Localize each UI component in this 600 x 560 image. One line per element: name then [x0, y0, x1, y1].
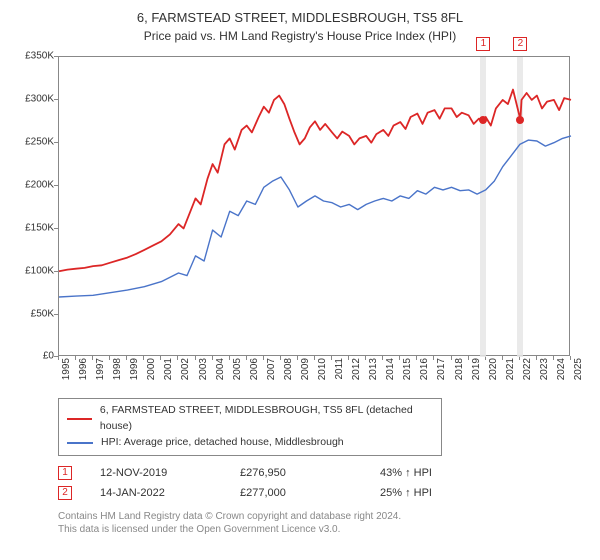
x-tick-label: 2016: [419, 358, 430, 380]
y-tick-label: £0: [14, 351, 54, 362]
marker-badge: 2: [513, 37, 527, 51]
x-tick-label: 2002: [180, 358, 191, 380]
x-tick-label: 1995: [61, 358, 72, 380]
x-tick-label: 1998: [112, 358, 123, 380]
x-tick-label: 2005: [232, 358, 243, 380]
x-tick-label: 1997: [95, 358, 106, 380]
legend-item: HPI: Average price, detached house, Midd…: [67, 435, 433, 451]
x-tick-label: 2006: [249, 358, 260, 380]
marker-badge: 1: [58, 466, 72, 480]
marker-badge: 1: [476, 37, 490, 51]
footer-line: This data is licensed under the Open Gov…: [58, 523, 586, 536]
sale-price: £276,950: [240, 467, 380, 479]
x-tick-label: 2020: [488, 358, 499, 380]
sale-point: [479, 116, 487, 124]
y-tick-label: £300K: [14, 94, 54, 105]
table-row: 1 12-NOV-2019 £276,950 43% ↑ HPI: [58, 466, 586, 480]
y-tick-label: £50K: [14, 308, 54, 319]
x-tick-label: 2014: [385, 358, 396, 380]
x-tick-label: 1996: [78, 358, 89, 380]
x-tick-label: 2003: [198, 358, 209, 380]
sale-price: £277,000: [240, 487, 380, 499]
x-tick-label: 2011: [334, 358, 345, 380]
sale-date: 14-JAN-2022: [100, 487, 240, 499]
page-subtitle: Price paid vs. HM Land Registry's House …: [14, 29, 586, 45]
y-tick-label: £350K: [14, 51, 54, 62]
x-tick-label: 2009: [300, 358, 311, 380]
x-tick-label: 2017: [436, 358, 447, 380]
x-tick-label: 2001: [163, 358, 174, 380]
x-tick-label: 2023: [539, 358, 550, 380]
x-tick-label: 2013: [368, 358, 379, 380]
legend-label: 6, FARMSTEAD STREET, MIDDLESBROUGH, TS5 …: [100, 403, 433, 435]
footer-attribution: Contains HM Land Registry data © Crown c…: [58, 510, 586, 536]
x-tick-label: 2000: [146, 358, 157, 380]
x-tick-label: 2021: [505, 358, 516, 380]
plot-area: 12: [58, 56, 570, 356]
x-tick-label: 2025: [573, 358, 584, 380]
y-tick-label: £250K: [14, 137, 54, 148]
legend-item: 6, FARMSTEAD STREET, MIDDLESBROUGH, TS5 …: [67, 403, 433, 435]
x-tick-label: 2007: [266, 358, 277, 380]
footer-line: Contains HM Land Registry data © Crown c…: [58, 510, 586, 523]
x-tick-label: 2012: [351, 358, 362, 380]
page-title: 6, FARMSTEAD STREET, MIDDLESBROUGH, TS5 …: [14, 10, 586, 27]
chart-legend: 6, FARMSTEAD STREET, MIDDLESBROUGH, TS5 …: [58, 398, 442, 455]
series-line: [59, 136, 571, 297]
y-tick-label: £150K: [14, 222, 54, 233]
sale-delta: 43% ↑ HPI: [380, 467, 520, 479]
sale-points-table: 1 12-NOV-2019 £276,950 43% ↑ HPI 2 14-JA…: [58, 466, 586, 506]
legend-swatch: [67, 442, 93, 444]
x-tick-label: 2015: [402, 358, 413, 380]
x-tick-label: 2022: [522, 358, 533, 380]
x-tick-label: 2024: [556, 358, 567, 380]
sale-date: 12-NOV-2019: [100, 467, 240, 479]
x-tick-label: 2008: [283, 358, 294, 380]
sale-point: [516, 116, 524, 124]
sale-delta: 25% ↑ HPI: [380, 487, 520, 499]
x-tick-label: 2018: [454, 358, 465, 380]
y-tick-label: £200K: [14, 180, 54, 191]
marker-badge: 2: [58, 486, 72, 500]
legend-label: HPI: Average price, detached house, Midd…: [101, 435, 344, 451]
table-row: 2 14-JAN-2022 £277,000 25% ↑ HPI: [58, 486, 586, 500]
x-tick-label: 2010: [317, 358, 328, 380]
legend-swatch: [67, 418, 92, 420]
x-tick-label: 2019: [471, 358, 482, 380]
x-tick-label: 2004: [215, 358, 226, 380]
x-tick-label: 1999: [129, 358, 140, 380]
price-chart: £0 £50K £100K £150K £200K £250K £300K £350K 199…: [14, 52, 574, 392]
y-tick-label: £100K: [14, 265, 54, 276]
